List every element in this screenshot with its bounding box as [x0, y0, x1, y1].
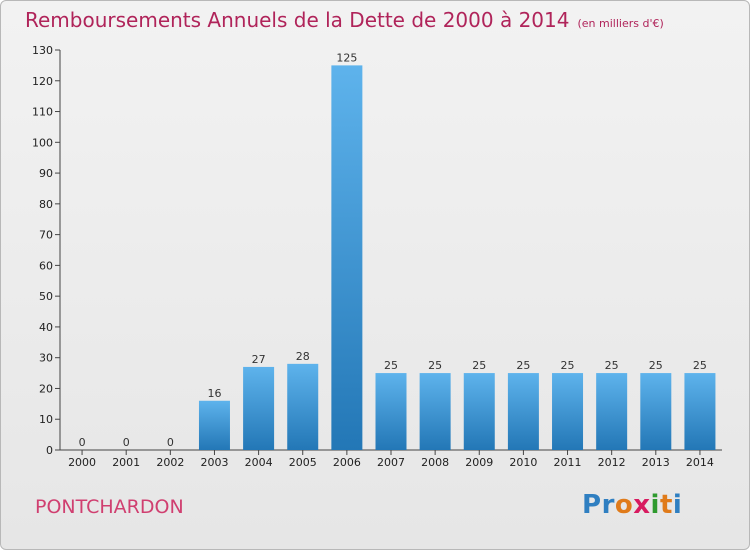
y-tick-label: 130	[32, 44, 53, 57]
chart-title-text: Remboursements Annuels de la Dette de 20…	[25, 8, 570, 32]
y-tick-label: 10	[39, 413, 53, 426]
y-tick-label: 60	[39, 259, 53, 272]
bar	[552, 373, 584, 450]
bar	[419, 373, 451, 450]
x-tick-label: 2005	[289, 456, 317, 469]
bar-value-label: 0	[123, 436, 130, 449]
logo-letter: x	[633, 490, 651, 520]
bar-value-label: 0	[79, 436, 86, 449]
bar-value-label: 25	[516, 359, 530, 372]
y-tick-label: 50	[39, 290, 53, 303]
x-tick-label: 2000	[68, 456, 96, 469]
y-tick-label: 20	[39, 382, 53, 395]
x-tick-label: 2004	[245, 456, 273, 469]
chart-unit: (en milliers d'€)	[577, 17, 664, 30]
logo-letter: P	[582, 490, 602, 520]
bar-value-label: 27	[252, 353, 266, 366]
logo-letter: t	[659, 490, 673, 520]
y-tick-label: 40	[39, 321, 53, 334]
y-tick-label: 90	[39, 167, 53, 180]
x-tick-label: 2010	[509, 456, 537, 469]
proxiti-logo: Proxiti	[582, 490, 682, 520]
y-tick-label: 80	[39, 198, 53, 211]
bar-value-label: 25	[561, 359, 575, 372]
x-tick-label: 2013	[642, 456, 670, 469]
bar	[331, 65, 363, 450]
logo-letter: o	[614, 490, 634, 520]
commune-name: PONTCHARDON	[35, 496, 184, 518]
bar-value-label: 125	[336, 51, 357, 64]
x-tick-label: 2003	[200, 456, 228, 469]
x-tick-label: 2002	[156, 456, 184, 469]
bar-value-label: 25	[693, 359, 707, 372]
bar-value-label: 25	[649, 359, 663, 372]
y-tick-label: 0	[46, 444, 53, 457]
bar	[198, 400, 230, 450]
bar-value-label: 28	[296, 350, 310, 363]
x-tick-label: 2008	[421, 456, 449, 469]
y-tick-label: 110	[32, 106, 53, 119]
logo-letter: i	[672, 490, 683, 520]
bar	[507, 373, 539, 450]
bar-value-label: 25	[384, 359, 398, 372]
bar	[287, 363, 319, 450]
x-tick-label: 2007	[377, 456, 405, 469]
bar	[684, 373, 716, 450]
bar	[640, 373, 672, 450]
y-tick-label: 70	[39, 229, 53, 242]
bar	[463, 373, 495, 450]
bar	[375, 373, 407, 450]
y-tick-label: 120	[32, 75, 53, 88]
chart-title: Remboursements Annuels de la Dette de 20…	[25, 8, 664, 32]
bar-value-label: 16	[207, 387, 221, 400]
bar-value-label: 25	[428, 359, 442, 372]
labels: 2000 0 2001 0 2002 0 2003 16 2004 27 2005 28 2006 125…	[68, 51, 714, 469]
bar	[596, 373, 628, 450]
y-tick-label: 30	[39, 352, 53, 365]
bar-value-label: 25	[472, 359, 486, 372]
bar-value-label: 0	[167, 436, 174, 449]
bar-value-label: 25	[605, 359, 619, 372]
x-tick-label: 2012	[598, 456, 626, 469]
bars	[198, 65, 716, 450]
y-tick-label: 100	[32, 136, 53, 149]
axes: 0 10 20 30 40 50 60 70 80 90 100 110 120 130	[32, 44, 722, 457]
logo-letter: r	[601, 490, 615, 520]
x-tick-label: 2011	[554, 456, 582, 469]
bar	[243, 366, 275, 450]
x-tick-label: 2014	[686, 456, 714, 469]
x-tick-label: 2006	[333, 456, 361, 469]
x-tick-label: 2009	[465, 456, 493, 469]
x-tick-label: 2001	[112, 456, 140, 469]
logo-letter: i	[650, 490, 660, 520]
